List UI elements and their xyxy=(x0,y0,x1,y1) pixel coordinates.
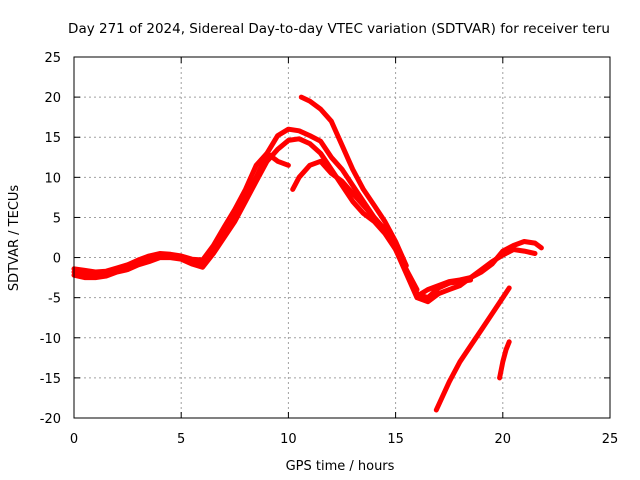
y-tick-label: 20 xyxy=(44,91,61,106)
y-tick-label: -5 xyxy=(48,292,61,307)
y-tick-label: -20 xyxy=(40,412,61,427)
y-tick-label: 0 xyxy=(53,252,61,267)
x-axis-label: GPS time / hours xyxy=(286,459,395,474)
y-axis-label: SDTVAR / TECUs xyxy=(7,185,22,292)
x-tick-label: 10 xyxy=(280,432,297,447)
series-line-track-g xyxy=(433,285,512,413)
y-tick-label: 5 xyxy=(53,211,61,226)
chart-title: Day 271 of 2024, Sidereal Day-to-day VTE… xyxy=(68,21,610,37)
y-tick-label: -15 xyxy=(40,372,61,387)
series-line-track-b xyxy=(71,136,538,305)
series-line-track-e xyxy=(298,94,409,269)
x-tick-label: 20 xyxy=(495,432,512,447)
y-axis: -20 -15 -10 -5 0 5 10 15 20 25 xyxy=(40,51,610,427)
series-line-track-d xyxy=(290,158,420,293)
series-group xyxy=(71,94,544,413)
series-line-track-f xyxy=(414,239,544,299)
y-tick-label: 25 xyxy=(44,51,61,66)
x-tick-label: 5 xyxy=(177,432,185,447)
series-line-track-c xyxy=(71,150,291,275)
plot-frame xyxy=(73,56,611,419)
x-axis: 0 5 10 15 20 25 xyxy=(70,57,618,447)
y-tick-label: -10 xyxy=(40,332,61,347)
series-line-track-h xyxy=(497,339,512,381)
y-tick-label: 15 xyxy=(44,131,61,146)
x-tick-label: 15 xyxy=(387,432,404,447)
x-tick-label: 25 xyxy=(602,432,619,447)
y-tick-label: 10 xyxy=(44,171,61,186)
x-tick-label: 0 xyxy=(70,432,78,447)
